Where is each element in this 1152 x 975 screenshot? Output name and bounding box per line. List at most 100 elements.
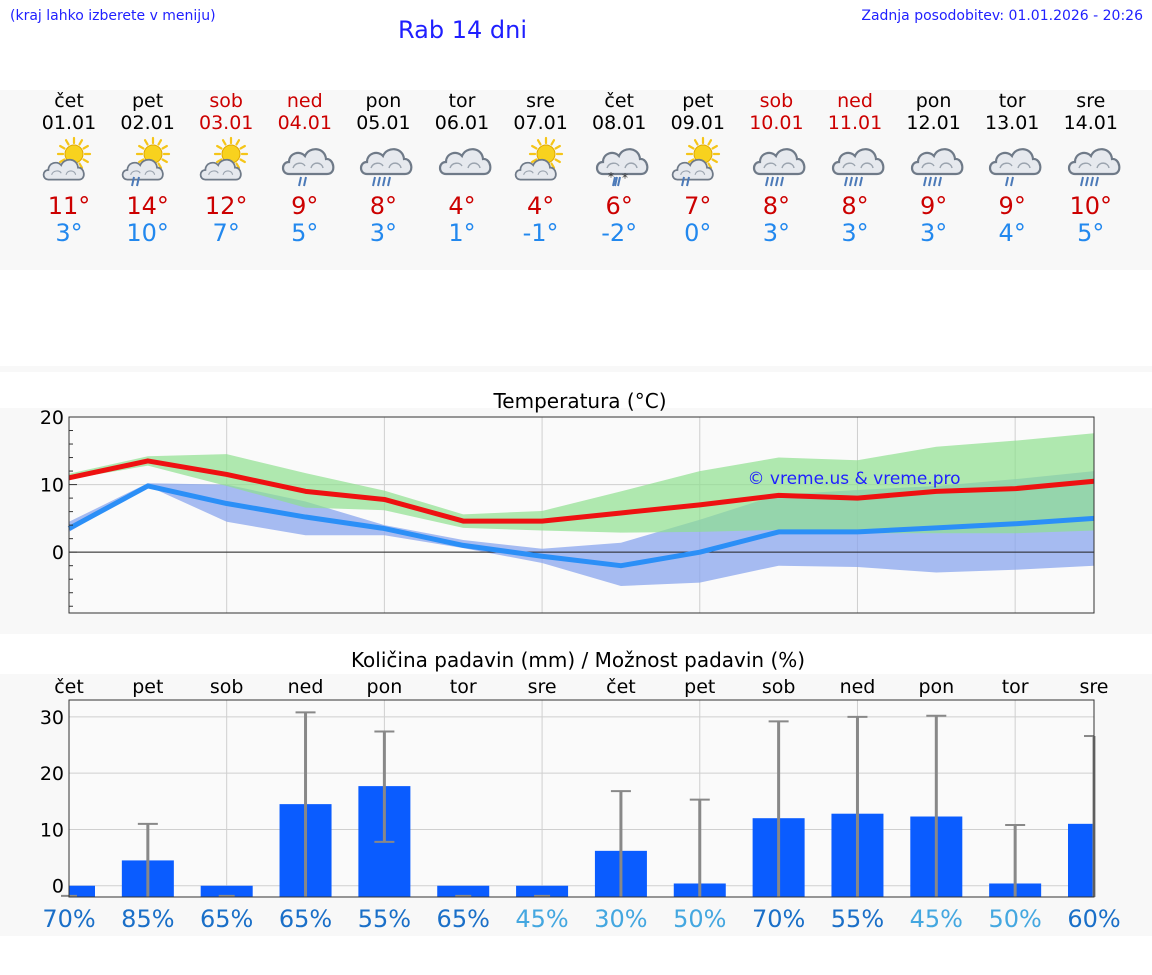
cloud-heavy-rain-icon [831, 148, 885, 187]
max-temperature: 7° [684, 192, 712, 220]
cloud-snow-rain-icon: * * [596, 148, 649, 187]
cloud-icon [438, 148, 492, 176]
min-temperature: 3° [369, 219, 398, 247]
day-name: sre [526, 90, 556, 112]
day-date: 12.01 [906, 112, 961, 134]
day-name: pon [365, 90, 402, 112]
day-column: ned 04.01 9° 5° [266, 90, 344, 246]
cloud-rain-icon [281, 148, 335, 187]
day-date: 13.01 [984, 112, 1040, 134]
sun-cloud-icon [514, 136, 563, 181]
max-range-band [69, 433, 1094, 534]
precipitation-probability: 70% [42, 905, 95, 933]
day-date: 07.01 [513, 112, 568, 134]
day-date: 08.01 [591, 112, 647, 134]
max-temperature: 8° [762, 192, 791, 220]
x-category-label: sre [1080, 676, 1109, 698]
day-date: 10.01 [749, 112, 804, 134]
precipitation-probability: 85% [121, 905, 174, 933]
precipitation-probability: 30% [594, 905, 647, 933]
x-category-label: ned [288, 676, 324, 698]
cloud-heavy-rain-icon [360, 148, 413, 187]
min-temperature: -2° [601, 219, 638, 247]
y-tick-label: 0 [52, 542, 64, 564]
day-name: ned [837, 90, 873, 112]
max-temperature: 9° [919, 192, 948, 220]
precipitation-probability: 70% [752, 905, 805, 933]
day-date: 14.01 [1063, 112, 1118, 134]
y-tick-label: 20 [40, 763, 64, 785]
cloud-heavy-rain-icon [753, 148, 806, 187]
last-updated: Zadnja posodobitev: 01.01.2026 - 20:26 [861, 8, 1143, 24]
precipitation-probability: 50% [673, 905, 726, 933]
min-temperature: 5° [291, 219, 319, 247]
precipitation-probability: 60% [1067, 905, 1120, 933]
day-column: ned 11.01 8° 3° [816, 90, 894, 246]
temperature-chart: Temperatura (°C) 0 10 20 © vreme.us & vreme.… [40, 389, 1095, 614]
y-tick-label: 10 [40, 819, 64, 841]
precipitation-bar [437, 885, 490, 897]
plot-frame [68, 416, 1095, 614]
max-temperature: 9° [291, 192, 319, 220]
x-category-label: tor [1002, 676, 1029, 698]
precipitation-probability: 55% [358, 905, 411, 933]
day-column: tor 13.01 9° 4° [973, 90, 1051, 246]
x-category-label: čet [606, 676, 636, 698]
day-date: 11.01 [827, 112, 883, 134]
day-column: sre 07.01 4° -1° [502, 90, 580, 246]
precipitation-bar [516, 885, 569, 897]
sun-cloud-rain-icon [671, 136, 720, 187]
day-date: 01.01 [41, 112, 97, 134]
max-temperature-line [68, 458, 1095, 524]
x-category-label: čet [54, 676, 84, 698]
min-temperature: 7° [212, 219, 240, 247]
precipitation-bar [1068, 823, 1094, 897]
day-column: tor 06.01 4° 1° [423, 90, 501, 246]
max-temperature: 10° [1069, 192, 1113, 220]
x-category-label: ned [840, 676, 876, 698]
x-category-label: sob [762, 676, 796, 698]
day-name: pon [915, 90, 952, 112]
day-date: 05.01 [356, 112, 411, 134]
min-temperature-line [67, 483, 1095, 569]
day-column: čet 08.01 * * 6° -2° [580, 90, 658, 246]
sun-cloud-icon [42, 136, 92, 181]
min-temperature: 3° [762, 219, 791, 247]
temperature-chart-title: Temperatura (°C) [492, 389, 666, 413]
max-temperature: 8° [841, 192, 869, 220]
day-column: pon 12.01 9° 3° [895, 90, 973, 246]
precipitation-probability: 65% [279, 905, 332, 933]
precipitation-probability: 45% [910, 905, 963, 933]
cloud-rain-icon [989, 148, 1042, 187]
x-category-label: tor [450, 676, 477, 698]
day-name: pet [682, 90, 714, 112]
precipitation-probability: 65% [200, 905, 253, 933]
day-column: čet 01.01 11° 3° [30, 90, 108, 246]
day-date: 03.01 [198, 112, 254, 134]
min-temperature: 4° [998, 219, 1026, 247]
svg-text:*: * [622, 171, 628, 185]
precipitation-probability: 65% [437, 905, 490, 933]
min-temperature: 3° [55, 219, 83, 247]
min-temperature: 10° [126, 219, 169, 247]
x-category-label: pet [132, 676, 163, 698]
precipitation-probability: 50% [988, 905, 1041, 933]
day-name: pet [131, 90, 164, 112]
svg-text:*: * [608, 170, 614, 184]
day-column: sob 03.01 12° 7° [187, 90, 265, 246]
min-temperature: 0° [684, 219, 712, 247]
max-temperature: 12° [204, 192, 248, 220]
x-category-label: sob [210, 676, 244, 698]
day-name: sob [759, 90, 794, 112]
min-temperature: 3° [919, 219, 948, 247]
x-category-label: pon [918, 676, 954, 698]
day-date: 02.01 [120, 112, 175, 134]
sun-cloud-rain-icon [121, 136, 170, 187]
max-temperature: 8° [369, 192, 398, 220]
precipitation-probability: 45% [515, 905, 568, 933]
day-column: pet 09.01 7° 0° [659, 90, 737, 246]
y-tick-label: 10 [40, 475, 64, 497]
day-name: čet [604, 90, 634, 112]
day-column: sob 10.01 8° 3° [737, 90, 815, 246]
y-tick-label: 30 [40, 707, 64, 729]
